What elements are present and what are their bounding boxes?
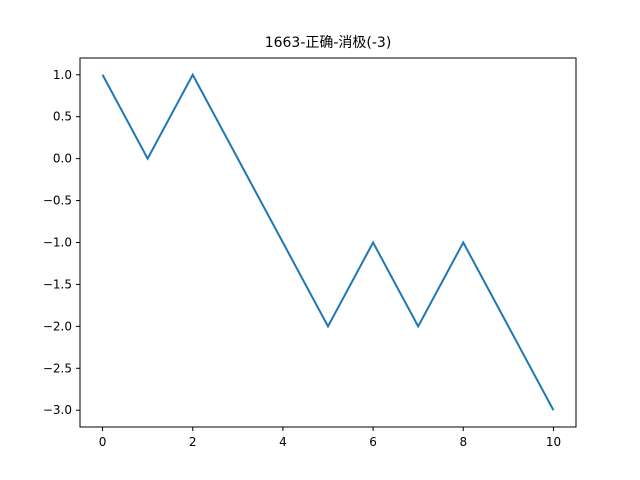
y-tick-label: 1.0 xyxy=(53,68,72,82)
series-line-0 xyxy=(101,72,555,411)
y-tick-label: −0.5 xyxy=(43,194,72,208)
y-tick-label: −3.0 xyxy=(43,403,72,417)
y-tick-label: 0.0 xyxy=(53,152,72,166)
x-tick-label: 2 xyxy=(189,435,197,449)
series-layer xyxy=(101,72,555,411)
plot-frame xyxy=(79,57,577,428)
chart-title: 1663-正确-消极(-3) xyxy=(265,35,392,51)
x-axis: 0 2 4 6 8 10 xyxy=(99,427,561,449)
x-tick-label: 6 xyxy=(369,435,377,449)
y-tick-label: −2.0 xyxy=(43,319,72,333)
y-tick-label: −1.5 xyxy=(43,277,72,291)
x-tick-label: 4 xyxy=(279,435,287,449)
x-tick-label: 0 xyxy=(99,435,107,449)
y-tick-label: −2.5 xyxy=(43,361,72,375)
y-axis: 1.0 0.5 0.0 −0.5 −1.0 −1.5 −2.0 −2.5 −3.0 xyxy=(43,68,80,417)
y-tick-label: −1.0 xyxy=(43,236,72,250)
plot-area xyxy=(80,58,576,427)
x-tick-label: 10 xyxy=(546,435,561,449)
x-tick-label: 8 xyxy=(459,435,467,449)
y-tick-label: 0.5 xyxy=(53,110,72,124)
